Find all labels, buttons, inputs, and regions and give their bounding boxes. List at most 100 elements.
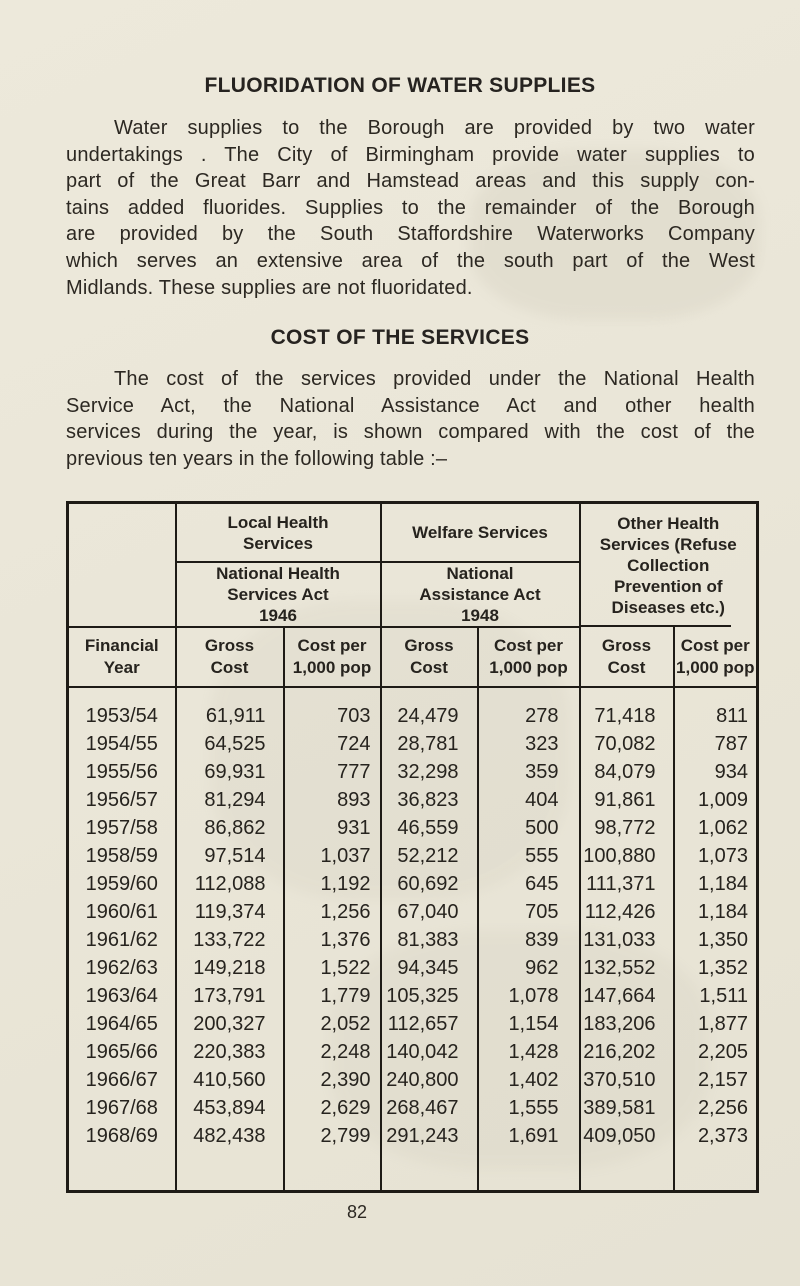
table-cell: 1,877 bbox=[697, 1013, 748, 1035]
table-cell: 500 bbox=[477, 814, 581, 842]
table-cell: 173,791 bbox=[175, 982, 285, 1010]
table-cell: 67,040 bbox=[380, 898, 479, 926]
header-other-health-services: Other Health Services (Refuse Collection… bbox=[579, 503, 758, 628]
table-cell: 1966/67 bbox=[67, 1066, 177, 1094]
table-cell: 112,426 bbox=[579, 898, 675, 926]
table-cell: 216,202 bbox=[579, 1038, 675, 1066]
table-cell: 32,298 bbox=[380, 758, 479, 786]
table-row: 1957/58 86,862 931 46,559 500 98,772 1,062 bbox=[67, 814, 758, 842]
table-cell: 1959/60 bbox=[67, 870, 177, 898]
table-cell: 69,931 bbox=[175, 758, 285, 786]
table-cell: 24,479 bbox=[380, 687, 479, 730]
table-cell: 200,327 bbox=[175, 1010, 285, 1038]
table-cell: 1,009 bbox=[697, 789, 748, 811]
table-cell: 2,629 bbox=[283, 1094, 382, 1122]
table-cell: 147,664 bbox=[579, 982, 675, 1010]
table-cell: 1,511 bbox=[699, 985, 748, 1007]
cost-table-header: Local Health Services Welfare Services O… bbox=[67, 502, 758, 688]
table-cell: 1957/58 bbox=[67, 814, 177, 842]
header-welfare-services: Welfare Services bbox=[380, 502, 581, 563]
table-cell: 81,383 bbox=[380, 926, 479, 954]
table-cell: 2,248 bbox=[283, 1038, 382, 1066]
table-cell: 240,800 bbox=[380, 1066, 479, 1094]
table-cell: 787 bbox=[714, 733, 748, 755]
table-cell: 705 bbox=[477, 898, 581, 926]
table-cell: 645 bbox=[477, 870, 581, 898]
col-gross-cost-welfare: Gross Cost bbox=[380, 627, 479, 688]
table-row: 1965/66 220,383 2,248 140,042 1,428 216,202 2,… bbox=[67, 1038, 758, 1066]
table-cell: 91,861 bbox=[579, 786, 675, 814]
table-cell: 1,073 bbox=[697, 845, 748, 867]
table-cell: 1,256 bbox=[283, 898, 382, 926]
table-cell: 36,823 bbox=[380, 786, 479, 814]
col-cost-per-1000-local: Cost per 1,000 pop bbox=[283, 627, 382, 688]
table-cell: 112,088 bbox=[175, 870, 285, 898]
table-cell: 86,862 bbox=[175, 814, 285, 842]
table-cell: 1958/59 bbox=[67, 842, 177, 870]
table-cell: 1,184 bbox=[697, 873, 748, 895]
paragraph-line: part of the Great Barr and Hamstead area… bbox=[66, 170, 755, 193]
table-row: 1964/65 200,327 2,052 112,657 1,154 183,206 1,… bbox=[67, 1010, 758, 1038]
table-cell: 1,555 bbox=[477, 1094, 581, 1122]
table-cell: 1960/61 bbox=[67, 898, 177, 926]
table-cell: 100,880 bbox=[579, 842, 675, 870]
table-cell: 409,050 bbox=[579, 1122, 675, 1192]
paragraph-line: undertakings . The City of Birmingham pr… bbox=[66, 143, 755, 166]
table-cell: 962 bbox=[477, 954, 581, 982]
table-row: 1967/68 453,894 2,629 268,467 1,555 389,581 2,… bbox=[67, 1094, 758, 1122]
table-row: 1953/54 61,911 703 24,479 278 71,418 811 bbox=[67, 687, 758, 730]
table-cell: 94,345 bbox=[380, 954, 479, 982]
table-cell: 97,514 bbox=[175, 842, 285, 870]
table-cell: 84,079 bbox=[579, 758, 675, 786]
table-cell: 893 bbox=[283, 786, 382, 814]
table-cell: 410,560 bbox=[175, 1066, 285, 1094]
table-row: 1955/56 69,931 777 32,298 359 84,079 934 bbox=[67, 758, 758, 786]
paragraph-line: which serves an extensive area of the so… bbox=[66, 249, 755, 272]
table-cell: 111,371 bbox=[579, 870, 675, 898]
table-cell: 131,033 bbox=[579, 926, 675, 954]
table-cell: 1,154 bbox=[477, 1010, 581, 1038]
table-cell: 934 bbox=[714, 761, 748, 783]
header-assistance-act-1948: National Assistance Act 1948 bbox=[380, 562, 581, 628]
table-cell: 46,559 bbox=[380, 814, 479, 842]
table-row: 1963/64 173,791 1,779 105,325 1,078 147,664 1,… bbox=[67, 982, 758, 1010]
table-row: 1966/67 410,560 2,390 240,800 1,402 370,510 2,… bbox=[67, 1066, 758, 1094]
table-cell: 1,062 bbox=[697, 817, 748, 839]
table-cell: 112,657 bbox=[380, 1010, 479, 1038]
cost-comparison-table: Local Health Services Welfare Services O… bbox=[66, 501, 759, 1193]
table-cell: 52,212 bbox=[380, 842, 479, 870]
table-row: 1968/69 482,438 2,799 291,243 1,691 409,050 2,… bbox=[67, 1122, 758, 1192]
paragraph-line: previous ten years in the following tabl… bbox=[66, 447, 448, 470]
table-cell: 389,581 bbox=[579, 1094, 675, 1122]
table-cell: 1,376 bbox=[283, 926, 382, 954]
table-cell: 555 bbox=[477, 842, 581, 870]
table-cell: 482,438 bbox=[175, 1122, 285, 1192]
table-cell: 1,691 bbox=[477, 1122, 581, 1192]
table-cell: 1,350 bbox=[697, 929, 748, 951]
table-cell: 1,779 bbox=[283, 982, 382, 1010]
table-cell: 291,243 bbox=[380, 1122, 479, 1192]
table-cell: 1,192 bbox=[283, 870, 382, 898]
paragraph-line: The cost of the services provided under … bbox=[114, 368, 755, 390]
paragraph-line: tains added fluorides. Supplies to the r… bbox=[66, 196, 755, 219]
col-cost-per-1000-welfare: Cost per 1,000 pop bbox=[477, 627, 581, 688]
table-cell: 98,772 bbox=[579, 814, 675, 842]
table-row: 1960/61 119,374 1,256 67,040 705 112,426 1,184 bbox=[67, 898, 758, 926]
col-gross-cost-other: Gross Cost bbox=[579, 627, 675, 688]
table-cell: 1,037 bbox=[283, 842, 382, 870]
table-cell: 81,294 bbox=[175, 786, 285, 814]
table-row: 1956/57 81,294 893 36,823 404 91,861 1,009 bbox=[67, 786, 758, 814]
table-cell: 71,418 bbox=[579, 687, 675, 730]
header-local-health-services: Local Health Services bbox=[175, 502, 382, 563]
page-number: 82 bbox=[346, 1202, 368, 1222]
table-cell: 1955/56 bbox=[67, 758, 177, 786]
table-cell: 811 bbox=[716, 705, 748, 727]
table-cell: 1964/65 bbox=[67, 1010, 177, 1038]
table-cell: 64,525 bbox=[175, 730, 285, 758]
paragraph-line: Midlands. These supplies are not fluorid… bbox=[66, 276, 473, 299]
table-cell: 1,078 bbox=[477, 982, 581, 1010]
table-cell: 2,256 bbox=[697, 1097, 748, 1119]
col-cost-per-1000-other: Cost per 1,000 pop bbox=[673, 627, 758, 688]
table-cell: 1953/54 bbox=[67, 687, 177, 730]
